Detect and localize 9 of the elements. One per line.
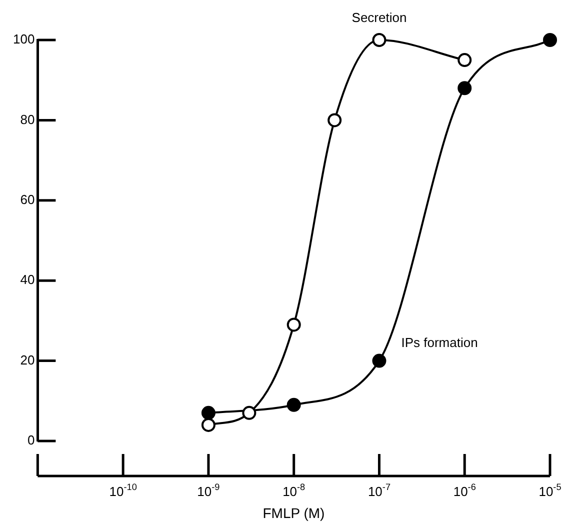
series-label: Secretion [352,10,407,25]
y-tick-label: 0 [27,432,35,448]
y-tick-label: 40 [20,272,35,288]
y-tick-label: 20 [20,352,35,368]
y-tick-label: 80 [20,112,35,127]
y-tick-label: 60 [20,192,35,207]
series-label: IPs formation [401,334,478,350]
y-tick-label: 100 [12,32,35,47]
x-axis-title: FMLP (M) [262,505,325,521]
